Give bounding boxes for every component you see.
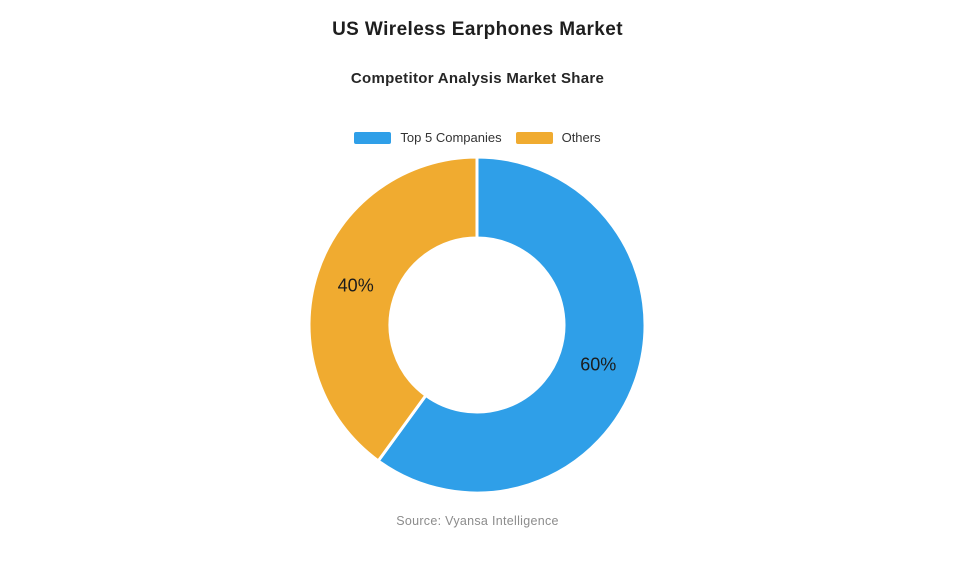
chart-title: US Wireless Earphones Market <box>332 19 623 40</box>
donut-chart: 60% 40% <box>307 155 647 495</box>
legend-swatch-top-5-companies <box>354 131 392 144</box>
slice-label-top-5-companies: 60% <box>580 354 616 374</box>
legend-swatch-others <box>515 131 553 144</box>
chart-subtitle: Competitor Analysis Market Share <box>350 70 605 87</box>
legend-item-top-5-companies[interactable]: Top 5 Companies <box>354 130 502 145</box>
legend-item-others[interactable]: Others <box>515 130 601 145</box>
legend: Top 5 Companies Others <box>0 130 955 145</box>
slice-label-others: 40% <box>338 276 374 296</box>
slice-top-5-companies[interactable] <box>376 155 647 495</box>
slice-others[interactable] <box>307 155 479 463</box>
legend-label-top-5-companies: Top 5 Companies <box>400 130 502 145</box>
legend-label-others: Others <box>561 130 601 145</box>
chart-source: Source: Vyansa Intelligence <box>396 514 559 528</box>
